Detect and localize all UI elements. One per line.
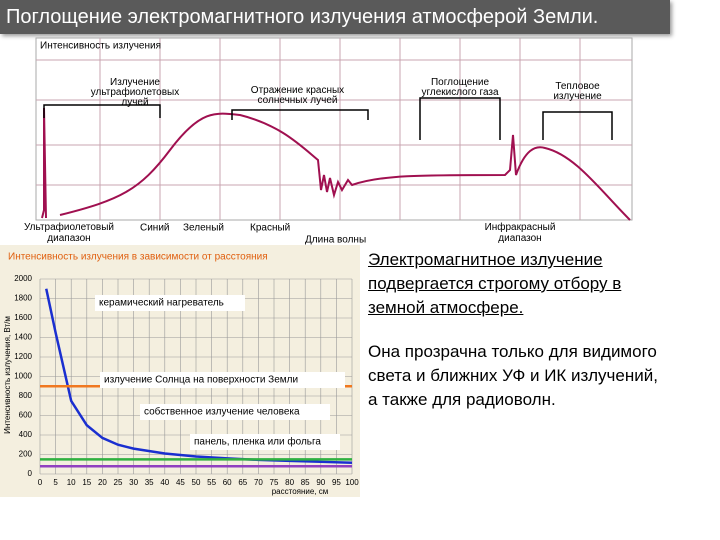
x-tick-label: 35 xyxy=(145,478,154,487)
y-tick-label: 600 xyxy=(19,411,33,420)
x-tick-label: 65 xyxy=(238,478,247,487)
text-block: Электромагнитное излучение подвергается … xyxy=(368,248,668,432)
spectrum-diagram: Интенсивность излучения Излучение ультра… xyxy=(24,37,633,246)
x-tick-label: 15 xyxy=(82,478,91,487)
y-tick-label: 200 xyxy=(19,450,33,459)
y-tick-label: 1600 xyxy=(14,313,32,322)
x-tick-label: 10 xyxy=(67,478,76,487)
band-label: Зеленый xyxy=(183,223,224,234)
x-tick-label: 25 xyxy=(114,478,123,487)
annotation-box xyxy=(95,295,245,311)
y-tick-label: 0 xyxy=(28,469,33,478)
legend-label: собственное излучение человека xyxy=(144,406,300,418)
legend-label: излучение Солнца на поверхности Земли xyxy=(104,375,298,386)
annotation-box xyxy=(100,372,345,388)
band-label: Красный xyxy=(250,223,290,234)
annotation-box xyxy=(140,404,330,420)
x-tick-label: 70 xyxy=(254,478,263,487)
x-tick-label: 20 xyxy=(98,478,107,487)
region-label-box: Тепловое излучение xyxy=(553,82,602,102)
paragraph: Электромагнитное излучение подвергается … xyxy=(368,250,622,317)
region-brackets xyxy=(43,97,613,140)
x-tick-label: 30 xyxy=(129,478,138,487)
legend-label: панель, пленка или фольга xyxy=(194,436,321,448)
paragraph: Она прозрачна только для видимого света … xyxy=(368,342,658,409)
series-line xyxy=(45,288,353,465)
region-label: Излучение ультрафиолетовых лучей xyxy=(90,78,180,108)
x-tick-label: 75 xyxy=(270,478,279,487)
spectrum-curve xyxy=(41,107,631,221)
region-label: Отражение красных солнечных лучей xyxy=(250,86,345,106)
band-label: Инфракрасный диапазон xyxy=(484,222,556,244)
diagram-frame xyxy=(35,37,633,221)
diagram-x-label: Длина волны xyxy=(305,235,366,246)
x-tick-label: 95 xyxy=(332,478,341,487)
x-tick-label: 0 xyxy=(38,478,43,487)
region-label-box: Поглощение углекислого газа xyxy=(421,78,499,98)
x-axis-label: расстояние, см xyxy=(272,487,329,496)
band-label: Синий xyxy=(140,223,170,234)
region-label-box: Излучение ультрафиолетовых лучей xyxy=(90,78,180,108)
region-label: Поглощение углекислого газа xyxy=(421,78,499,98)
band-label-box: Ультрафиолетовый диапазон xyxy=(24,222,114,244)
diagram-grid xyxy=(36,38,632,220)
region-label-box: Отражение красных солнечных лучей xyxy=(250,86,345,106)
legend-label: керамический нагреватель xyxy=(99,298,224,309)
chart: Интенсивность излучения в зависимости от… xyxy=(0,245,360,497)
diagram-axis-label: Интенсивность излучения xyxy=(40,41,161,52)
x-tick-label: 55 xyxy=(207,478,216,487)
x-tick-label: 100 xyxy=(345,478,359,487)
y-tick-label: 1000 xyxy=(14,372,32,381)
band-label-box: Инфракрасный диапазон xyxy=(484,222,556,244)
chart-title: Интенсивность излучения в зависимости от… xyxy=(8,252,268,263)
y-axis-label: Интенсивность излучения, Вт/м xyxy=(3,316,12,434)
y-tick-label: 1400 xyxy=(14,333,32,342)
y-tick-label: 400 xyxy=(19,430,33,439)
annotation-box xyxy=(190,434,340,450)
x-tick-label: 80 xyxy=(285,478,294,487)
x-tick-label: 45 xyxy=(176,478,185,487)
region-label: Тепловое излучение xyxy=(553,82,602,102)
x-tick-label: 85 xyxy=(301,478,310,487)
x-tick-label: 90 xyxy=(316,478,325,487)
band-label: Ультрафиолетовый диапазон xyxy=(24,222,114,244)
x-tick-label: 60 xyxy=(223,478,232,487)
x-tick-label: 5 xyxy=(53,478,58,487)
y-tick-label: 800 xyxy=(19,391,33,400)
y-tick-label: 1200 xyxy=(14,352,32,361)
x-tick-label: 50 xyxy=(192,478,201,487)
y-tick-label: 2000 xyxy=(14,274,32,283)
x-tick-label: 40 xyxy=(160,478,169,487)
y-tick-label: 1800 xyxy=(14,294,32,303)
slide-title: Поглощение электромагнитного излучения а… xyxy=(0,0,670,34)
